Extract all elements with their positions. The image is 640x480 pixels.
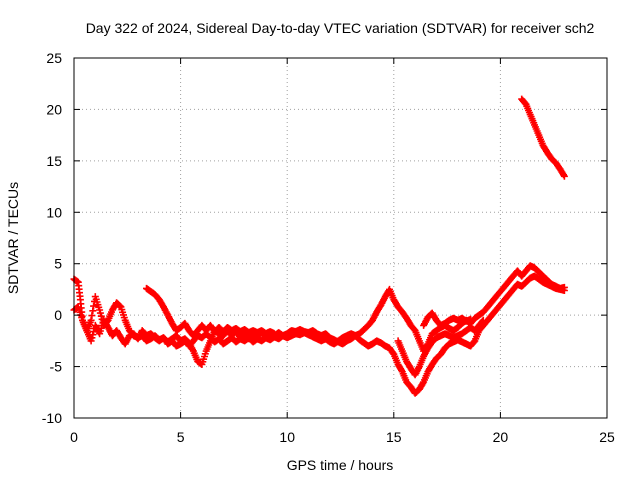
data-markers <box>394 316 487 379</box>
x-tick-label: 10 <box>279 429 295 445</box>
y-tick-label: 15 <box>46 153 62 169</box>
y-tick-label: -5 <box>50 359 63 375</box>
plot-frame <box>73 57 608 419</box>
y-tick-label: -10 <box>42 410 62 426</box>
axis-ticks: 0 5 10 15 20 25 -10 -5 0 5 10 15 20 25 <box>42 50 615 445</box>
series-trace-c <box>143 284 278 340</box>
y-tick-label: 0 <box>54 307 62 323</box>
series-trace-e <box>420 309 475 329</box>
y-tick-label: 10 <box>46 204 62 220</box>
y-tick-label: 20 <box>46 101 62 117</box>
y-tick-label: 25 <box>46 50 62 66</box>
grid <box>74 58 607 418</box>
y-tick-label: 5 <box>54 256 62 272</box>
data-markers <box>143 284 278 340</box>
x-tick-label: 20 <box>493 429 509 445</box>
x-tick-label: 0 <box>70 429 78 445</box>
chart-title: Day 322 of 2024, Sidereal Day-to-day VTE… <box>86 20 595 36</box>
series-trace-f <box>518 95 568 180</box>
x-tick-label: 15 <box>386 429 402 445</box>
data-markers <box>518 95 568 180</box>
series-trace-d <box>394 316 487 379</box>
x-axis-label: GPS time / hours <box>287 457 394 473</box>
x-tick-label: 25 <box>599 429 615 445</box>
x-tick-label: 5 <box>177 429 185 445</box>
data-markers <box>420 309 475 329</box>
y-axis-label: SDTVAR / TECUs <box>5 182 21 294</box>
